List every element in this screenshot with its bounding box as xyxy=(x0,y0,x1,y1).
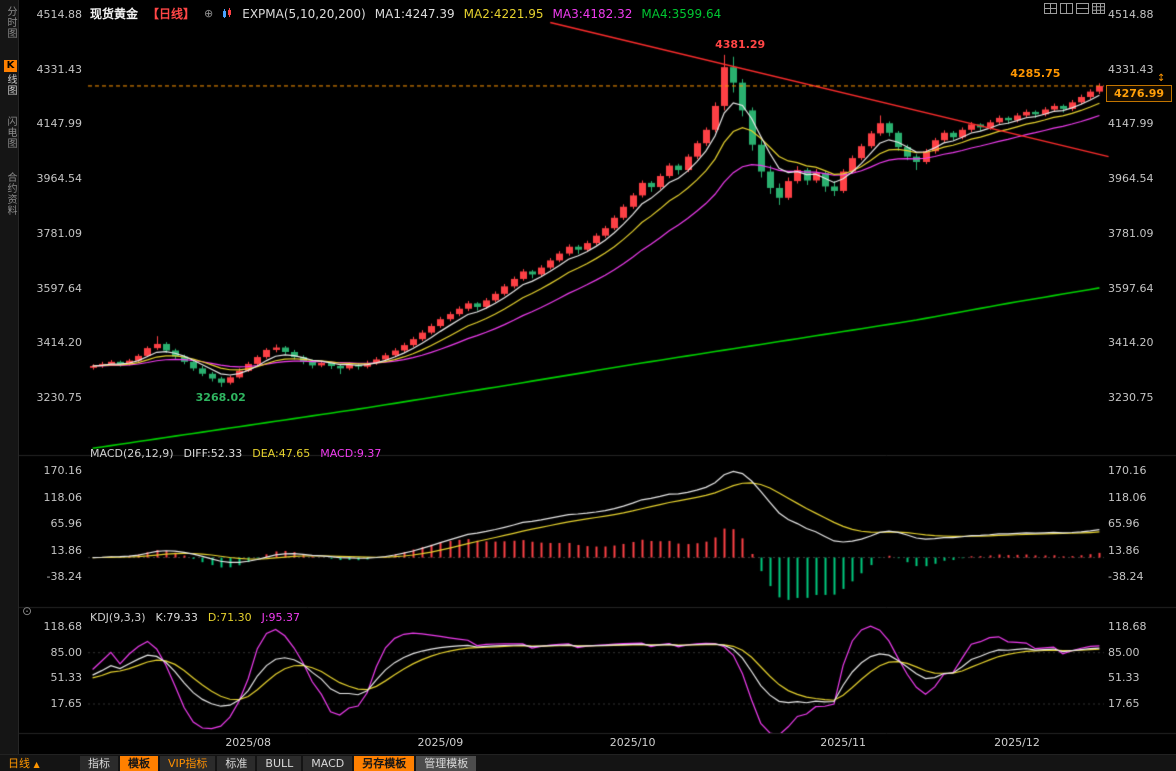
x-axis-tick: 2025/10 xyxy=(609,736,656,749)
axis-tick: 4147.99 xyxy=(36,117,83,131)
current-price-box: 4276.99 xyxy=(1106,84,1172,102)
kdj-j: J:95.37 xyxy=(261,611,301,624)
axis-tick: 3597.64 xyxy=(1108,281,1154,295)
axis-tick: 118.68 xyxy=(1108,620,1147,633)
chart-header: 现货黄金 【日线】 ⊕ EXPMA(5,10,20,200) MA1:4247.3… xyxy=(90,5,721,22)
axis-tick: 3414.20 xyxy=(36,336,83,350)
tab-template[interactable]: 模板 xyxy=(120,755,158,771)
period-up-arrow-icon: ▲ xyxy=(33,760,40,769)
kdj-header: KDJ(9,3,3) K:79.33 D:71.30 J:95.37 xyxy=(90,611,300,624)
axis-tick: 85.00 xyxy=(1108,645,1140,659)
left-sidebar: 分时图 K 线图 闪电图 合约资料 xyxy=(0,0,19,771)
ma2-value: MA2:4221.95 xyxy=(463,6,544,21)
layout-columns-icon[interactable] xyxy=(1060,3,1073,14)
tab-indicator[interactable]: 指标 xyxy=(80,755,118,771)
layout-rows-icon[interactable] xyxy=(1076,3,1089,14)
expma-label: EXPMA(5,10,20,200) xyxy=(242,6,366,21)
panel-settings-icon[interactable]: ⊙ xyxy=(22,604,33,618)
kdj-k: K:79.33 xyxy=(155,611,198,624)
macd-name: MACD(26,12,9) xyxy=(90,447,174,460)
axis-tick: 17.65 xyxy=(50,697,83,710)
kdj-d: D:71.30 xyxy=(207,611,252,624)
axis-tick: 3597.64 xyxy=(36,281,83,295)
axis-tick: 4514.88 xyxy=(36,8,83,21)
macd-dea: DEA:47.65 xyxy=(252,447,311,460)
axis-tick: 170.16 xyxy=(1108,464,1147,477)
sidebar-item-kline-chart[interactable]: K 线图 xyxy=(3,60,18,96)
axis-tick: 170.16 xyxy=(43,464,83,477)
axis-tick: 13.86 xyxy=(1108,543,1140,557)
symbol-name: 现货黄金 xyxy=(90,7,139,21)
axis-tick: 3781.09 xyxy=(36,226,83,240)
kline-label-rest: 线图 xyxy=(5,74,16,96)
axis-tick: 51.33 xyxy=(1108,671,1140,685)
kdj-name: KDJ(9,3,3) xyxy=(90,611,146,624)
axis-tick: 4331.43 xyxy=(1108,62,1154,76)
axis-tick: 51.33 xyxy=(50,671,83,685)
recent-high-label: 4285.75 xyxy=(1010,67,1061,81)
period-selector[interactable]: 日线 ▲ xyxy=(8,755,80,771)
low-price-label: 3268.02 xyxy=(195,390,246,404)
tab-standard[interactable]: 标准 xyxy=(217,755,256,771)
axis-tick: 17.65 xyxy=(1108,697,1140,710)
tab-manage-template[interactable]: 管理模板 xyxy=(416,755,477,771)
tab-vip-indicator[interactable]: VIP指标 xyxy=(160,755,216,771)
period-tag: 【日线】 xyxy=(147,7,196,21)
price-marker-icon: ↕ xyxy=(1157,72,1166,84)
tab-macd[interactable]: MACD xyxy=(303,755,353,771)
layout-quad-icon[interactable] xyxy=(1044,3,1057,14)
tab-save-template[interactable]: 另存模板 xyxy=(354,755,415,771)
macd-header: MACD(26,12,9) DIFF:52.33 DEA:47.65 MACD:… xyxy=(90,447,381,460)
axis-tick: 118.06 xyxy=(43,490,83,504)
axis-tick: 85.00 xyxy=(50,645,83,659)
layout-nine-grid-icon[interactable] xyxy=(1092,3,1105,14)
macd-diff: DIFF:52.33 xyxy=(183,447,243,460)
tab-bull[interactable]: BULL xyxy=(257,755,302,771)
axis-tick: 65.96 xyxy=(50,517,83,530)
sidebar-item-timeshare-chart[interactable]: 分时图 xyxy=(5,6,16,39)
axis-tick: 3964.54 xyxy=(36,172,83,186)
axis-tick: 65.96 xyxy=(1108,517,1140,530)
window-layout-icons xyxy=(1044,3,1105,14)
axis-tick: 3414.20 xyxy=(1108,336,1154,350)
x-axis-tick: 2025/11 xyxy=(820,736,866,749)
kline-mini-icon xyxy=(223,8,232,18)
kline-active-badge: K xyxy=(4,60,17,72)
axis-tick: 3230.75 xyxy=(1108,391,1154,404)
ma3-value: MA3:4182.32 xyxy=(552,6,633,21)
axis-tick: -38.24 xyxy=(1108,570,1144,583)
circle-plus-icon[interactable]: ⊕ xyxy=(204,7,214,20)
x-axis-tick: 2025/08 xyxy=(225,736,272,749)
axis-tick: 118.06 xyxy=(1108,490,1147,504)
axis-tick: 4147.99 xyxy=(1108,117,1154,131)
axis-tick: 3230.75 xyxy=(36,391,83,404)
axis-tick: 3964.54 xyxy=(1108,172,1154,186)
macd-value: MACD:9.37 xyxy=(320,447,382,460)
axis-tick: 4514.88 xyxy=(1108,8,1154,21)
x-axis-tick: 2025/09 xyxy=(417,736,464,749)
axis-tick: 4331.43 xyxy=(36,62,83,76)
sidebar-item-flash-chart[interactable]: 闪电图 xyxy=(5,116,16,149)
x-axis-tick: 2025/12 xyxy=(994,736,1040,749)
ma4-value: MA4:3599.64 xyxy=(641,6,722,21)
ma1-value: MA1:4247.39 xyxy=(374,6,455,21)
peak-price-label: 4381.29 xyxy=(715,37,766,51)
axis-tick: 13.86 xyxy=(50,543,83,557)
axis-tick: -38.24 xyxy=(46,570,82,583)
axis-tick: 3781.09 xyxy=(1108,226,1154,240)
period-label: 日线 xyxy=(8,757,30,770)
bottom-toolbar: 日线 ▲ 指标 模板 VIP指标 标准 BULL MACD 另存模板 管理模板 xyxy=(0,754,1176,771)
axis-tick: 118.68 xyxy=(43,620,83,633)
sidebar-item-contract-info[interactable]: 合约资料 xyxy=(5,172,16,216)
